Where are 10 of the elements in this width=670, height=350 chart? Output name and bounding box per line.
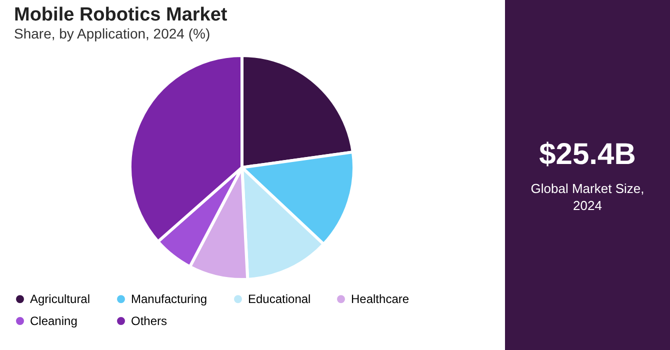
chart-title: Mobile Robotics Market [14,4,228,26]
legend-label: Agricultural [30,292,90,306]
legend-label: Cleaning [30,314,78,328]
legend-label: Manufacturing [131,292,208,306]
legend-label: Others [131,314,168,328]
legend-label: Healthcare [351,292,410,306]
chart-subtitle: Share, by Application, 2024 (%) [14,26,210,42]
legend-label: Educational [248,292,311,306]
text: Global Market Size, 2024 [530,180,646,214]
text: $25.4B [538,138,637,172]
